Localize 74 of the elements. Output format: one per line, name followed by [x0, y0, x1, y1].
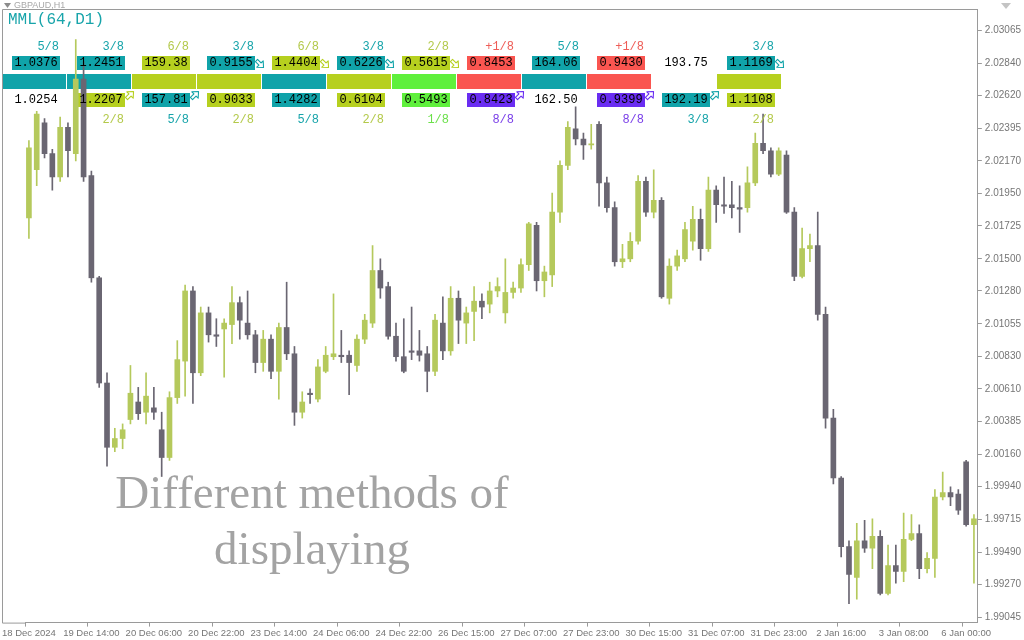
y-tick-label: 2.03065 [984, 23, 1022, 35]
candlestick [221, 318, 227, 378]
y-tick-label: 1.99490 [984, 546, 1022, 558]
y-tick-label: 2.00385 [984, 415, 1022, 427]
annotation: 2/8 [362, 113, 384, 127]
annotation: 2/8 [232, 113, 254, 127]
candlestick [721, 176, 727, 214]
x-tick-label: 24 Dec 22:00 [375, 626, 433, 638]
annotation: +1/8 [485, 40, 514, 54]
x-tick-label: 23 Dec 14:00 [250, 626, 308, 638]
y-tick-label: 2.01055 [984, 317, 1022, 329]
x-tick-label: 2 Jan 16:00 [816, 626, 866, 638]
annotation: 3/8 [102, 40, 124, 54]
y-tick-label: 2.02395 [984, 121, 1022, 133]
annotation: 6/8 [297, 40, 319, 54]
annotation: 3/8 [232, 40, 254, 54]
x-tick-label: 27 Dec 23:00 [562, 626, 620, 638]
annotation: 5/8 [297, 113, 319, 127]
y-tick-label: 2.01725 [984, 219, 1022, 231]
annotation: 3/8 [687, 113, 709, 127]
y-tick-label: 2.00160 [984, 448, 1022, 460]
annotation: 5/8 [37, 40, 59, 54]
y-tick-label: 2.01280 [984, 284, 1022, 296]
candlestick [807, 233, 813, 263]
y-tick-label: 2.02170 [984, 154, 1022, 166]
candlestick [939, 471, 946, 501]
x-tick-label: 24 Dec 06:00 [313, 626, 370, 638]
y-tick-label: 2.02840 [984, 56, 1022, 68]
candlestick [729, 181, 735, 219]
x-tick-label: 6 Jan 00:00 [941, 626, 991, 638]
y-tick-label: 2.02620 [984, 88, 1022, 100]
annotation: 5/8 [167, 113, 189, 127]
x-tick-label: 31 Dec 23:00 [750, 626, 807, 638]
candlestick [471, 286, 477, 341]
x-tick-label: 3 Jan 08:00 [878, 626, 929, 638]
annotation: 162.50 [533, 93, 579, 107]
annotation: 2/8 [427, 40, 449, 54]
annotation: 2/8 [102, 113, 124, 127]
candlestick [307, 388, 313, 404]
chart-subtitle: MML(64,D1) [8, 11, 105, 29]
annotation: 8/8 [622, 113, 644, 127]
x-tick-label: 27 Dec 07:00 [500, 626, 558, 638]
annotation: 6/8 [167, 40, 189, 54]
annotation: +1/8 [615, 40, 644, 54]
annotation: 5/8 [557, 40, 579, 54]
y-tick-label: 1.99940 [984, 480, 1022, 492]
x-tick-label: 30 Dec 15:00 [625, 626, 682, 638]
y-tick-label: 1.99045 [984, 611, 1022, 623]
x-tick-label: 19 Dec 14:00 [63, 626, 120, 638]
y-tick-label: 2.01500 [984, 252, 1022, 264]
annotation: 193.75 [663, 56, 709, 70]
candlestick [151, 387, 157, 420]
candlestick [893, 544, 899, 584]
x-tick-label: 20 Dec 06:00 [125, 626, 183, 638]
candlestick [479, 293, 485, 320]
annotation: 1.0254 [13, 93, 59, 107]
x-tick-label: 18 Dec 2024 [1, 626, 56, 638]
annotation: 1/8 [427, 113, 449, 127]
candlestick [338, 330, 345, 363]
candlestick [346, 350, 352, 396]
y-tick-label: 2.01950 [984, 186, 1022, 198]
annotation: 3/8 [362, 40, 384, 54]
annotation: Different methods of displaying [114, 465, 510, 576]
y-tick-label: 1.99715 [984, 513, 1022, 525]
chart-title: GBPAUD,H1 [14, 0, 66, 11]
candlestick [650, 169, 657, 219]
y-tick-label: 1.99270 [984, 578, 1022, 590]
annotation: 3/8 [752, 40, 774, 54]
annotation: 8/8 [492, 113, 514, 127]
x-tick-label: 26 Dec 15:00 [438, 626, 495, 638]
x-tick-label: 20 Dec 22:00 [188, 626, 245, 638]
y-tick-label: 2.00610 [984, 382, 1022, 394]
x-tick-label: 31 Dec 07:00 [687, 626, 745, 638]
y-tick-label: 2.00830 [984, 350, 1022, 362]
